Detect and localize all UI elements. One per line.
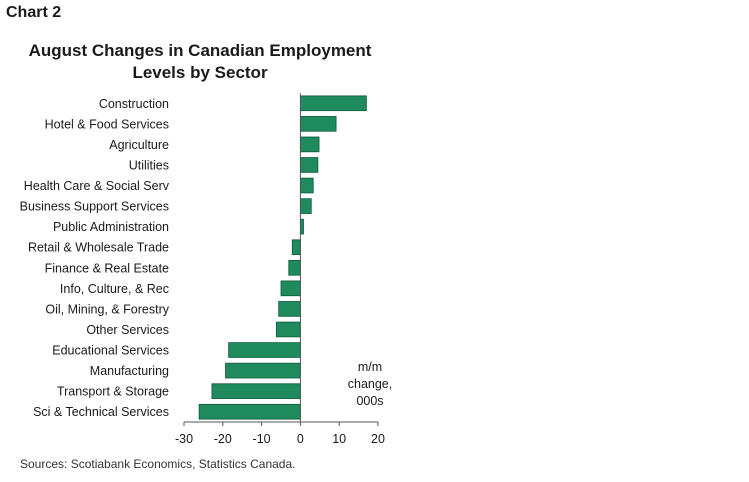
category-label: Transport & Storage <box>57 385 169 399</box>
x-tick-label: 10 <box>332 432 346 446</box>
chart-title: August Changes in Canadian Employment Le… <box>0 40 400 84</box>
x-tick-label: -20 <box>214 432 232 446</box>
bar-8 <box>288 259 301 276</box>
category-label: Manufacturing <box>90 364 169 378</box>
category-label: Health Care & Social Serv <box>24 179 170 193</box>
category-label: Agriculture <box>109 138 169 152</box>
category-label: Sci & Technical Services <box>33 405 169 419</box>
category-label: Educational Services <box>52 344 169 358</box>
chart-title-line-2: Levels by Sector <box>132 63 268 82</box>
bar-15 <box>198 403 301 420</box>
source-note: Sources: Scotiabank Economics, Statistic… <box>20 457 296 471</box>
category-label: Oil, Mining, & Forestry <box>45 302 169 316</box>
bar-7 <box>291 239 301 256</box>
bar-12 <box>228 342 301 358</box>
unit-label-line: change, <box>348 377 392 391</box>
bar-2 <box>299 136 320 153</box>
category-label: Info, Culture, & Rec <box>60 282 169 296</box>
category-label: Business Support Services <box>20 200 169 214</box>
x-tick-label: -30 <box>175 432 193 446</box>
unit-label-line: m/m <box>358 360 382 374</box>
category-label: Utilities <box>129 158 169 172</box>
x-tick-label: -10 <box>253 432 271 446</box>
bar-3 <box>299 157 319 173</box>
bar-13 <box>225 362 301 379</box>
unit-label-line: 000s <box>356 394 383 408</box>
category-label: Other Services <box>86 323 169 337</box>
bar-1 <box>299 116 337 132</box>
bar-5 <box>299 198 312 214</box>
chart-title-line-1: August Changes in Canadian Employment <box>28 41 372 60</box>
category-label: Hotel & Food Services <box>45 117 169 131</box>
category-label: Public Administration <box>53 220 169 234</box>
category-label: Retail & Wholesale Trade <box>28 241 169 255</box>
x-tick-label: 0 <box>297 432 304 446</box>
bar-14 <box>211 383 301 399</box>
bar-9 <box>280 280 301 297</box>
bar-4 <box>299 177 314 194</box>
category-label: Construction <box>99 97 169 111</box>
bar-0 <box>299 95 367 112</box>
bar-11 <box>275 321 301 338</box>
category-label: Finance & Real Estate <box>45 261 169 275</box>
bar-10 <box>278 301 301 317</box>
chart-number-label: Chart 2 <box>6 4 62 21</box>
x-tick-label: 20 <box>371 432 385 446</box>
